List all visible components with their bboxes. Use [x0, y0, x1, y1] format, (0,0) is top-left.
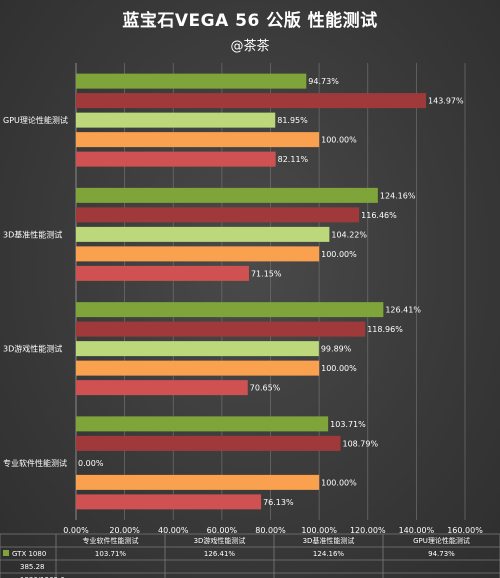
bar [76, 151, 276, 167]
bar [76, 187, 378, 203]
bar-value-label: 126.41% [385, 306, 421, 315]
table-cell: 94.73% [428, 550, 455, 558]
x-tick-label: 160.00% [447, 526, 483, 535]
bar [76, 494, 262, 510]
bar-value-label: 70.65% [250, 384, 281, 393]
bar [76, 93, 427, 109]
table-cell: 126.41% [204, 550, 235, 558]
bar-value-label: 100.00% [321, 136, 357, 145]
bar [76, 341, 319, 357]
bar [76, 226, 330, 242]
table-header: 3D游戏性能测试 [194, 536, 246, 545]
bar [76, 302, 384, 318]
bar-value-label: 143.97% [428, 97, 464, 106]
bar-value-label: 76.13% [263, 498, 294, 507]
x-tick-label: 0.00% [63, 526, 89, 535]
category-label: 3D游戏性能测试 [3, 344, 62, 354]
bar-value-label: 118.96% [367, 325, 403, 334]
bar-value-label: 0.00% [78, 459, 104, 468]
bar-value-label: 116.46% [361, 211, 397, 220]
bar-value-label: 103.71% [330, 420, 366, 429]
bar [76, 265, 249, 281]
table-row-name: 1936/1263.6 [20, 576, 65, 578]
table-header: GPU理论性能测试 [413, 536, 470, 545]
bar [76, 360, 320, 376]
bar-value-label: 100.00% [321, 250, 357, 259]
bar-value-label: 104.22% [331, 230, 367, 239]
bar [76, 112, 276, 128]
table-cell: 124.16% [313, 550, 344, 558]
x-tick-label: 40.00% [158, 526, 189, 535]
bar [76, 435, 341, 451]
bar-value-label: 100.00% [321, 364, 357, 373]
x-tick-label: 60.00% [207, 526, 238, 535]
bar [76, 246, 320, 262]
category-label: GPU理论性能测试 [3, 115, 68, 125]
bar-value-label: 108.79% [342, 439, 378, 448]
bar [76, 73, 307, 89]
bar-value-label: 124.16% [380, 191, 416, 200]
bar [76, 416, 329, 432]
table-cell: 103.71% [95, 550, 126, 558]
x-tick-label: 100.00% [301, 526, 337, 535]
bar-value-label: 71.15% [251, 269, 282, 278]
bar [76, 207, 360, 223]
chart-title: 蓝宝石VEGA 56 公版 性能测试 [122, 11, 378, 31]
bar-value-label: 100.00% [321, 478, 357, 487]
bar-value-label: 99.89% [321, 345, 352, 354]
legend-swatch [3, 550, 9, 556]
table-header: 3D基准性能测试 [303, 536, 355, 545]
bar [76, 132, 320, 148]
table-row-name: GTX 1080 [12, 550, 46, 558]
bar-value-label: 82.11% [278, 155, 309, 164]
bar [76, 474, 320, 490]
x-tick-label: 120.00% [350, 526, 386, 535]
bar-value-label: 81.95% [277, 116, 308, 125]
bar [76, 380, 248, 396]
bar-value-label: 94.73% [308, 77, 339, 86]
table-row-name: 385.28 [20, 563, 45, 571]
category-label: 专业软件性能测试 [3, 458, 67, 468]
category-label: 3D基准性能测试 [3, 229, 62, 239]
x-tick-label: 20.00% [109, 526, 140, 535]
chart-subtitle: @茶茶 [230, 39, 270, 54]
x-tick-label: 140.00% [399, 526, 435, 535]
table-header: 专业软件性能测试 [83, 536, 139, 545]
bar [76, 321, 366, 337]
x-tick-label: 80.00% [255, 526, 286, 535]
